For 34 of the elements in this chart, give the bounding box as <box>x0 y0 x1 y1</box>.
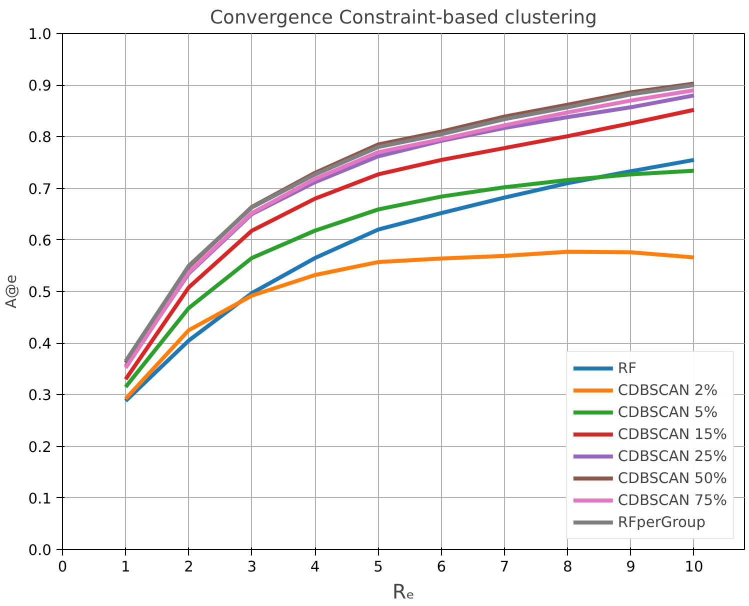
y-tick-label: 0.2 <box>28 438 52 456</box>
x-tick-label: 9 <box>626 558 636 576</box>
legend-label: CDBSCAN 50% <box>618 470 727 486</box>
y-tick-label: 0.5 <box>28 284 52 301</box>
y-tick-label: 0.4 <box>28 336 52 353</box>
y-tick-label: 0.3 <box>28 387 52 404</box>
x-tick-label: 8 <box>563 558 572 576</box>
y-tick-label: 0.9 <box>28 78 52 95</box>
x-tick-label: 2 <box>184 558 194 576</box>
legend-label: CDBSCAN 5% <box>618 404 718 420</box>
y-tick-label: 0.1 <box>28 490 52 508</box>
y-tick-label: 0.8 <box>28 129 52 146</box>
x-tick-label: 0 <box>58 558 68 576</box>
y-tick-label: 0.0 <box>28 542 52 559</box>
y-tick-label: 1.0 <box>28 26 52 43</box>
line-series <box>124 250 696 401</box>
x-tick-label: 4 <box>310 558 320 576</box>
legend-label: CDBSCAN 15% <box>618 426 727 442</box>
legend-label: CDBSCAN 25% <box>618 448 727 464</box>
x-tick-label: 6 <box>436 558 446 576</box>
x-tick-label: 7 <box>500 558 510 576</box>
legend-label: CDBSCAN 2% <box>618 382 718 398</box>
legend-label: RF <box>618 360 638 376</box>
x-tick-label: 1 <box>120 558 130 576</box>
legend-label: RFperGroup <box>618 514 706 530</box>
y-tick-label: 0.7 <box>28 180 52 198</box>
y-tick-label: 0.6 <box>28 232 52 250</box>
x-tick-label: 5 <box>374 558 383 576</box>
legend-label: CDBSCAN 75% <box>618 492 727 508</box>
x-axis-title: Rₑ <box>392 580 415 604</box>
x-tick-label: 3 <box>247 558 257 576</box>
y-axis-title: A@e <box>3 274 20 308</box>
chart-title: Convergence Constraint-based clustering <box>210 8 597 28</box>
x-tick-label: 10 <box>684 558 704 576</box>
